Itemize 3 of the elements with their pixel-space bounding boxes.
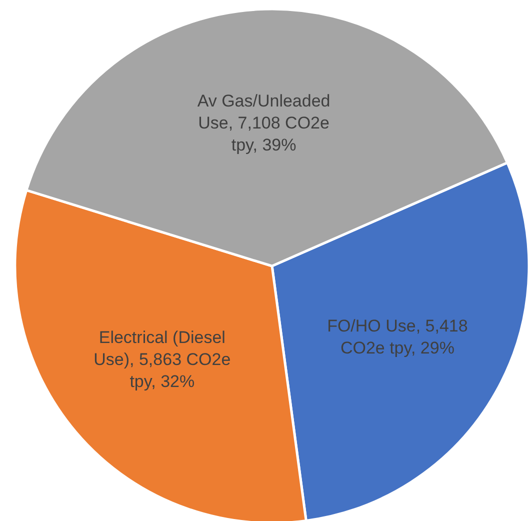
slice-label: Electrical (Diesel Use), 5,863 CO2e tpy, 32% [94, 328, 231, 391]
slice-label: FO/HO Use, 5,418 CO2e tpy, 29% [327, 316, 468, 358]
slice-label: Av Gas/Unleaded Use, 7,108 CO2e tpy, 39% [197, 91, 330, 154]
